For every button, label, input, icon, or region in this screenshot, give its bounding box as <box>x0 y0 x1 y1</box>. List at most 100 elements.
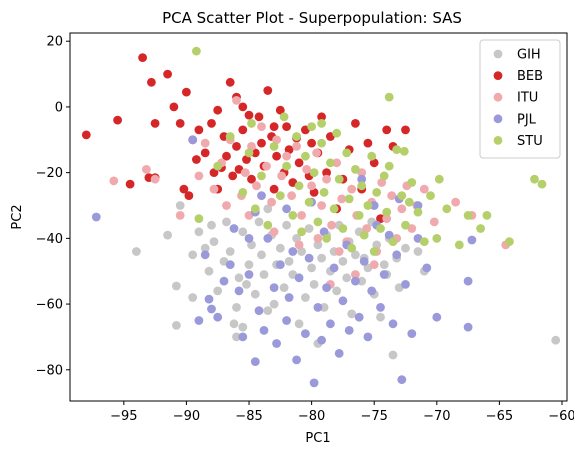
legend-marker-gih <box>493 49 503 59</box>
point-pjl-64 <box>413 201 423 210</box>
point-pjl-26 <box>309 378 319 388</box>
point-stu-34 <box>351 165 360 174</box>
point-gih-17 <box>238 227 248 237</box>
point-pjl-15 <box>263 234 273 243</box>
point-itu-9 <box>232 96 241 105</box>
point-pjl-10 <box>238 332 248 342</box>
point-pjl-39 <box>359 257 369 266</box>
point-beb-36 <box>263 86 273 95</box>
point-stu-44 <box>382 207 392 217</box>
point-gih-30 <box>279 283 289 292</box>
point-itu-55 <box>313 234 323 243</box>
point-beb-2 <box>125 179 135 189</box>
point-pjl-65 <box>244 234 254 243</box>
point-stu-53 <box>419 237 429 247</box>
point-gih-37 <box>301 293 310 302</box>
point-beb-1 <box>113 115 122 125</box>
point-pjl-43 <box>376 303 385 312</box>
point-beb-8 <box>163 69 173 79</box>
point-gih-19 <box>244 260 254 269</box>
x-tick-label: −75 <box>360 409 387 424</box>
point-pjl-62 <box>369 201 379 210</box>
point-beb-28 <box>238 125 248 135</box>
point-gih-71 <box>551 335 561 345</box>
point-stu-18 <box>301 151 310 161</box>
point-itu-0 <box>109 176 119 186</box>
point-stu-37 <box>359 230 369 240</box>
point-stu-58 <box>463 211 473 220</box>
point-itu-48 <box>451 197 460 207</box>
point-stu-33 <box>347 243 357 253</box>
point-itu-14 <box>257 122 266 131</box>
point-itu-22 <box>297 211 306 220</box>
point-stu-9 <box>263 220 273 230</box>
point-itu-5 <box>200 138 210 148</box>
point-gih-25 <box>263 204 273 214</box>
point-gih-77 <box>232 332 241 342</box>
point-beb-24 <box>225 77 235 87</box>
point-itu-56 <box>294 240 304 250</box>
point-pjl-22 <box>292 355 301 365</box>
x-tick-label: −85 <box>235 409 262 424</box>
point-gih-35 <box>294 319 304 329</box>
point-beb-18 <box>207 119 216 128</box>
point-gih-65 <box>388 350 398 360</box>
point-beb-49 <box>307 138 316 148</box>
point-pjl-21 <box>288 247 298 256</box>
point-itu-1 <box>142 165 151 174</box>
point-gih-22 <box>254 217 264 227</box>
point-beb-26 <box>232 142 241 151</box>
point-itu-29 <box>332 158 342 168</box>
point-stu-20 <box>307 122 316 131</box>
point-beb-32 <box>250 148 260 158</box>
point-gih-12 <box>222 217 231 227</box>
point-gih-7 <box>200 243 210 253</box>
point-pjl-59 <box>282 204 291 214</box>
point-itu-54 <box>334 247 344 256</box>
point-gih-18 <box>242 280 251 289</box>
point-pjl-20 <box>284 293 294 302</box>
chart-title: PCA Scatter Plot - Superpopulation: SAS <box>162 9 462 27</box>
point-beb-52 <box>317 112 326 122</box>
point-gih-52 <box>347 309 357 319</box>
point-pjl-57 <box>188 135 198 145</box>
point-gih-3 <box>172 281 181 291</box>
point-itu-26 <box>317 201 326 210</box>
point-gih-2 <box>175 201 185 210</box>
point-stu-49 <box>401 220 410 230</box>
point-stu-25 <box>322 234 331 243</box>
x-tick-label: −65 <box>486 409 513 424</box>
point-pjl-11 <box>244 270 254 279</box>
point-pjl-46 <box>388 319 398 329</box>
point-itu-47 <box>429 217 439 227</box>
point-itu-17 <box>272 135 281 145</box>
legend-marker-itu <box>493 92 503 102</box>
point-gih-21 <box>250 289 260 299</box>
point-itu-27 <box>322 174 331 184</box>
point-pjl-2 <box>200 250 210 260</box>
point-itu-25 <box>312 148 321 158</box>
point-gih-15 <box>232 303 241 312</box>
point-beb-43 <box>284 145 294 155</box>
point-stu-2 <box>213 161 223 171</box>
point-pjl-3 <box>204 294 214 304</box>
point-itu-28 <box>327 220 336 230</box>
point-pjl-0 <box>91 212 101 222</box>
point-stu-60 <box>482 211 492 220</box>
legend-label-stu: STU <box>517 134 543 149</box>
point-gih-5 <box>188 250 198 260</box>
point-beb-20 <box>213 105 223 115</box>
point-stu-22 <box>313 217 323 227</box>
y-tick-label: −60 <box>36 298 63 313</box>
point-beb-7 <box>150 119 160 128</box>
point-pjl-28 <box>317 335 326 345</box>
point-itu-4 <box>194 171 204 181</box>
point-stu-10 <box>269 142 279 151</box>
point-pjl-30 <box>322 283 331 292</box>
point-beb-62 <box>376 214 385 224</box>
y-tick-label: 0 <box>55 100 63 115</box>
point-itu-57 <box>269 227 279 237</box>
point-itu-20 <box>287 191 296 201</box>
point-itu-16 <box>267 197 276 207</box>
point-beb-68 <box>269 122 279 131</box>
